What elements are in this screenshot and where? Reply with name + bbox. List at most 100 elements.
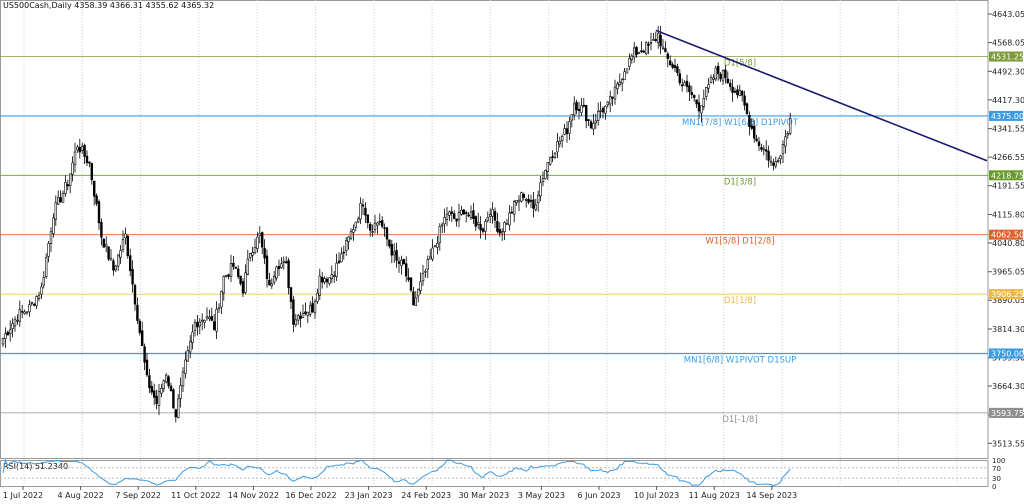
candle-body	[618, 81, 622, 86]
candle-body	[32, 303, 36, 306]
x-tick-label: 14 Nov 2022	[228, 491, 279, 500]
candle-body	[234, 267, 237, 269]
candle-body	[352, 229, 355, 233]
candle-body	[529, 200, 533, 202]
candle-body	[460, 210, 463, 215]
candle-body	[740, 90, 744, 96]
candle-body	[239, 275, 242, 284]
candle-body	[630, 55, 634, 60]
candle-body	[201, 319, 204, 322]
candle-body	[623, 71, 626, 81]
candle-body	[546, 162, 550, 173]
candle-body	[752, 125, 756, 139]
candle-body	[520, 192, 523, 202]
candle-body	[253, 246, 257, 254]
candle-body	[613, 86, 617, 100]
candle-body	[668, 60, 672, 65]
candle-body	[20, 310, 24, 313]
candle-body	[673, 65, 677, 69]
candle-body	[37, 295, 41, 299]
candle-body	[719, 73, 722, 80]
candle-body	[193, 322, 197, 331]
price-tag-label: 3593.75	[991, 409, 1024, 418]
candle-body	[534, 204, 538, 210]
x-tick-label: 6 Jun 2023	[577, 491, 620, 500]
candle-body	[251, 252, 254, 256]
candle-body	[767, 150, 770, 161]
y-tick-label: 3965.05	[992, 268, 1024, 277]
x-tick-label: 14 Sep 2023	[746, 491, 797, 500]
candle-body	[332, 275, 336, 277]
candle-body	[124, 233, 127, 239]
candle-body	[287, 260, 290, 289]
candle-body	[474, 216, 477, 227]
y-tick-label: 3664.30	[992, 382, 1024, 391]
candle-body	[121, 239, 125, 250]
y-tick-label: 3513.55	[992, 439, 1024, 448]
price-tag-label: 4375.00	[991, 112, 1024, 121]
candle-body	[76, 146, 79, 151]
candle-body	[661, 46, 665, 49]
candle-body	[695, 99, 698, 105]
candle-body	[9, 329, 12, 334]
candle-body	[565, 128, 569, 135]
candle-body	[376, 222, 379, 226]
candle-body	[788, 118, 792, 134]
y-tick-label: 3814.30	[992, 325, 1024, 334]
candle-body	[731, 86, 734, 93]
price-tag-bg	[989, 170, 1023, 181]
candle-body	[280, 263, 283, 268]
candle-body	[217, 307, 221, 310]
candle-body	[445, 213, 449, 220]
candle-body	[503, 222, 506, 232]
candle-body	[644, 42, 648, 55]
candle-body	[496, 221, 499, 232]
candle-body	[649, 42, 653, 44]
candle-body	[153, 390, 156, 398]
candle-body	[407, 277, 410, 281]
candle-body	[296, 315, 300, 321]
candle-body	[311, 303, 314, 313]
candle-body	[225, 274, 228, 277]
candle-body	[632, 47, 636, 58]
candle-body	[702, 98, 706, 107]
candle-body	[366, 214, 369, 224]
candle-body	[784, 136, 787, 147]
candle-body	[577, 108, 581, 111]
candle-body	[599, 110, 602, 112]
candle-body	[757, 141, 761, 146]
candle-body	[119, 250, 122, 258]
candle-body	[685, 80, 689, 87]
candle-body	[570, 114, 574, 121]
x-tick-label: 1 Jul 2022	[3, 491, 43, 500]
price-tag-bg	[989, 348, 1023, 359]
price-tag-label: 4531.25	[991, 53, 1024, 62]
candle-body	[616, 83, 619, 90]
candle-body	[138, 320, 141, 333]
candle-body	[13, 318, 17, 327]
x-tick-label: 23 Jan 2023	[345, 491, 393, 500]
candle-body	[105, 244, 108, 247]
candle-body	[553, 152, 557, 158]
candle-body	[385, 227, 389, 240]
candle-body	[364, 207, 367, 216]
candle-body	[620, 79, 624, 84]
candle-body	[392, 251, 396, 256]
candle-body	[189, 340, 192, 353]
candle-body	[220, 291, 223, 308]
candle-body	[196, 321, 199, 328]
candle-body	[282, 261, 285, 263]
price-tag-label: 4218.75	[991, 171, 1024, 180]
candle-body	[416, 288, 420, 297]
candle-body	[294, 319, 297, 326]
candle-body	[61, 192, 65, 203]
candle-body	[448, 211, 451, 216]
candle-body	[6, 331, 10, 336]
candle-body	[709, 77, 713, 84]
level-label: W1[5/8] D1[2/8]	[705, 237, 774, 247]
candle-body	[395, 249, 398, 261]
candle-body	[64, 182, 67, 194]
candle-body	[347, 236, 350, 242]
